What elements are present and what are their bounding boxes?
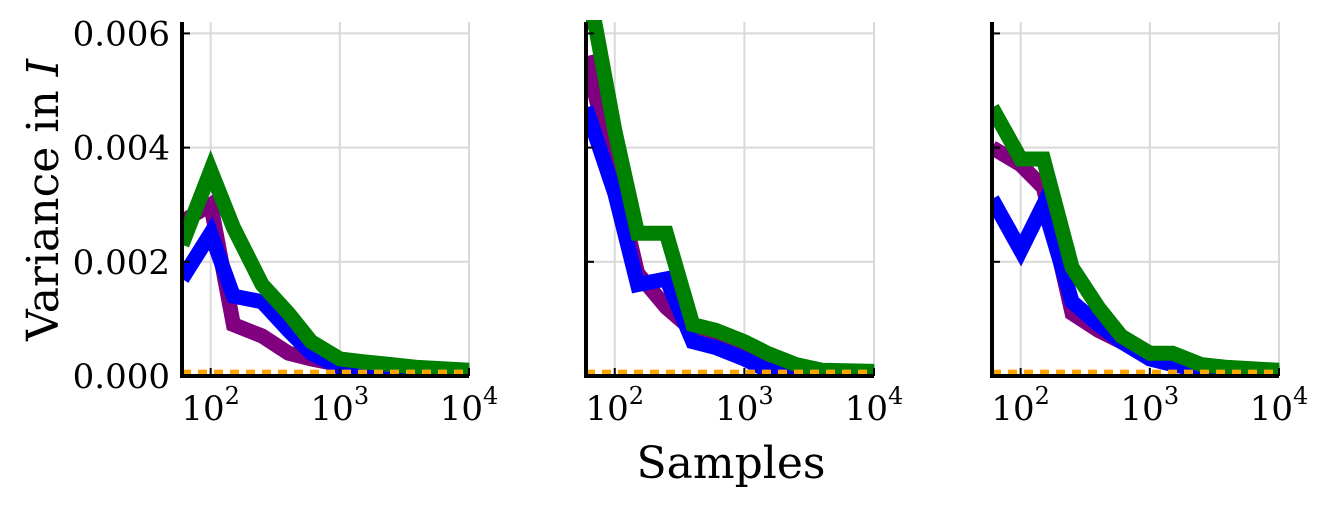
y-tick-label: 0.006 (73, 14, 170, 54)
x-tick-label: 102 (991, 382, 1050, 429)
y-axis-label: Variance in I (18, 57, 69, 342)
series-group (990, 103, 1280, 378)
y-axis-label-symbol: I (18, 57, 69, 77)
y-tick-label: 0.000 (73, 357, 170, 397)
y-tick-label: 0.002 (73, 243, 170, 283)
panel-3: 102 103 104 (990, 22, 1309, 429)
series-line-3 (586, 20, 875, 378)
y-tick-label: 0.004 (73, 129, 170, 169)
series-group (584, 20, 875, 378)
panel-2: 102 103 104 (584, 20, 904, 429)
x-tick-label: 103 (1121, 382, 1180, 429)
series-line-3 (990, 103, 1280, 378)
x-tick-label: 102 (181, 382, 240, 429)
series-group (180, 149, 470, 378)
x-tick-label: 104 (440, 382, 499, 429)
x-tick-label: 103 (311, 382, 370, 429)
x-tick-label: 102 (585, 382, 644, 429)
x-tick-label: 104 (845, 382, 904, 429)
series-line-3 (180, 149, 470, 378)
y-axis-label-prefix: Variance in (18, 76, 69, 342)
x-tick-label: 104 (1250, 382, 1309, 429)
x-tick-label: 103 (715, 382, 774, 429)
x-axis-label: Samples (637, 438, 826, 489)
panel-1: 0.000 0.002 0.004 0.006 102 103 104 (73, 14, 499, 429)
